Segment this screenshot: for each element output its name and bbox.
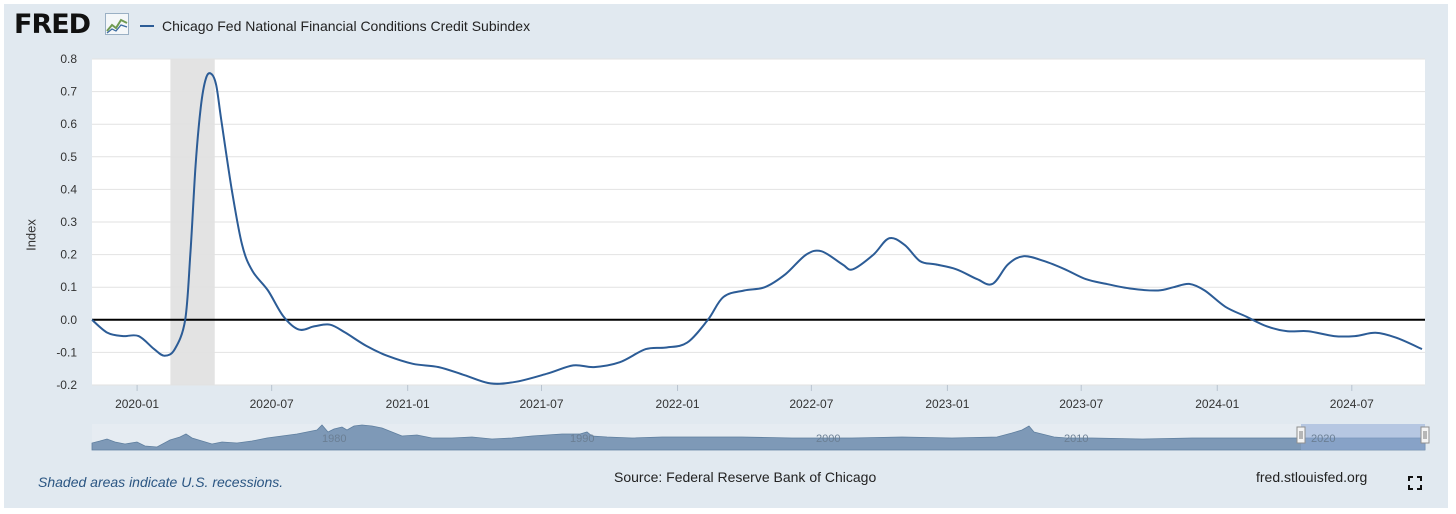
source-credit: Source: Federal Reserve Bank of Chicago <box>614 469 877 485</box>
site-link[interactable]: fred.stlouisfed.org <box>1256 469 1368 485</box>
x-tick-label: 2022-07 <box>789 397 833 411</box>
line-layer <box>91 72 1425 385</box>
y-tick-label: -0.1 <box>56 345 77 359</box>
x-tick-label: 2023-07 <box>1059 397 1103 411</box>
x-tick-label: 2020-01 <box>115 397 159 411</box>
y-tick-label: 0.4 <box>60 182 77 196</box>
y-tick-label: -0.2 <box>56 378 77 392</box>
navigator-label: 2000 <box>816 433 841 445</box>
x-tick-label: 2022-01 <box>656 397 700 411</box>
fullscreen-icon[interactable] <box>1408 476 1422 490</box>
navigator-label: 2010 <box>1064 433 1089 445</box>
navigator-selected-range[interactable] <box>1301 424 1425 450</box>
recession-note: Shaded areas indicate U.S. recessions. <box>38 474 284 490</box>
y-tick-label: 0.6 <box>60 117 77 131</box>
x-tick-label: 2020-07 <box>250 397 294 411</box>
y-tick-label: 0.8 <box>60 52 77 66</box>
x-tick-label: 2023-01 <box>925 397 969 411</box>
range-navigator <box>91 424 1430 451</box>
navigator-history-area <box>91 424 1426 451</box>
y-tick-label: 0.3 <box>60 215 77 229</box>
legend-swatch <box>140 25 154 27</box>
y-tick-layer: -0.2 -0.1 0.0 0.1 0.2 0.3 0.4 0.5 0.6 0.7 0.8 <box>56 52 77 392</box>
x-tick-label: 2024-07 <box>1330 397 1374 411</box>
navigator-label: 2020 <box>1311 433 1336 445</box>
navigator-label: 1980 <box>322 433 347 445</box>
series-line[interactable] <box>91 72 1423 385</box>
x-tick-label: 2024-01 <box>1195 397 1239 411</box>
y-tick-label: 0.0 <box>60 313 77 327</box>
navigator-label: 1990 <box>570 433 595 445</box>
fred-logo[interactable]: FRED <box>14 9 91 40</box>
y-tick-label: 0.1 <box>60 280 77 294</box>
legend-series-label: Chicago Fed National Financial Condition… <box>162 18 531 34</box>
chart-legend[interactable]: Chicago Fed National Financial Condition… <box>140 16 530 36</box>
x-tick-label: 2021-07 <box>519 397 563 411</box>
navigator-handle-left[interactable] <box>1296 426 1306 444</box>
trend-chart-icon <box>105 13 129 35</box>
y-tick-label: 0.5 <box>60 150 77 164</box>
y-tick-label: 0.7 <box>60 85 77 99</box>
y-tick-label: 0.2 <box>60 248 77 262</box>
x-tick-label: 2021-01 <box>386 397 430 411</box>
x-tick-layer: 2020-01 2020-07 2021-01 2021-07 2022-01 2022-… <box>115 385 1374 411</box>
navigator-handle-right[interactable] <box>1420 426 1430 444</box>
